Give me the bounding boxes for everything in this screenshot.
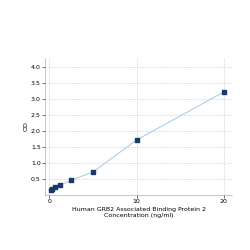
X-axis label: Human GRB2 Associated Binding Protein 2
Concentration (ng/ml): Human GRB2 Associated Binding Protein 2 … <box>72 207 206 218</box>
Point <box>58 183 62 187</box>
Point <box>50 187 54 191</box>
Point <box>91 170 95 174</box>
Point <box>222 90 226 94</box>
Point <box>134 138 138 142</box>
Point <box>49 188 53 192</box>
Point <box>53 186 57 190</box>
Y-axis label: OD: OD <box>23 121 28 131</box>
Point <box>69 178 73 182</box>
